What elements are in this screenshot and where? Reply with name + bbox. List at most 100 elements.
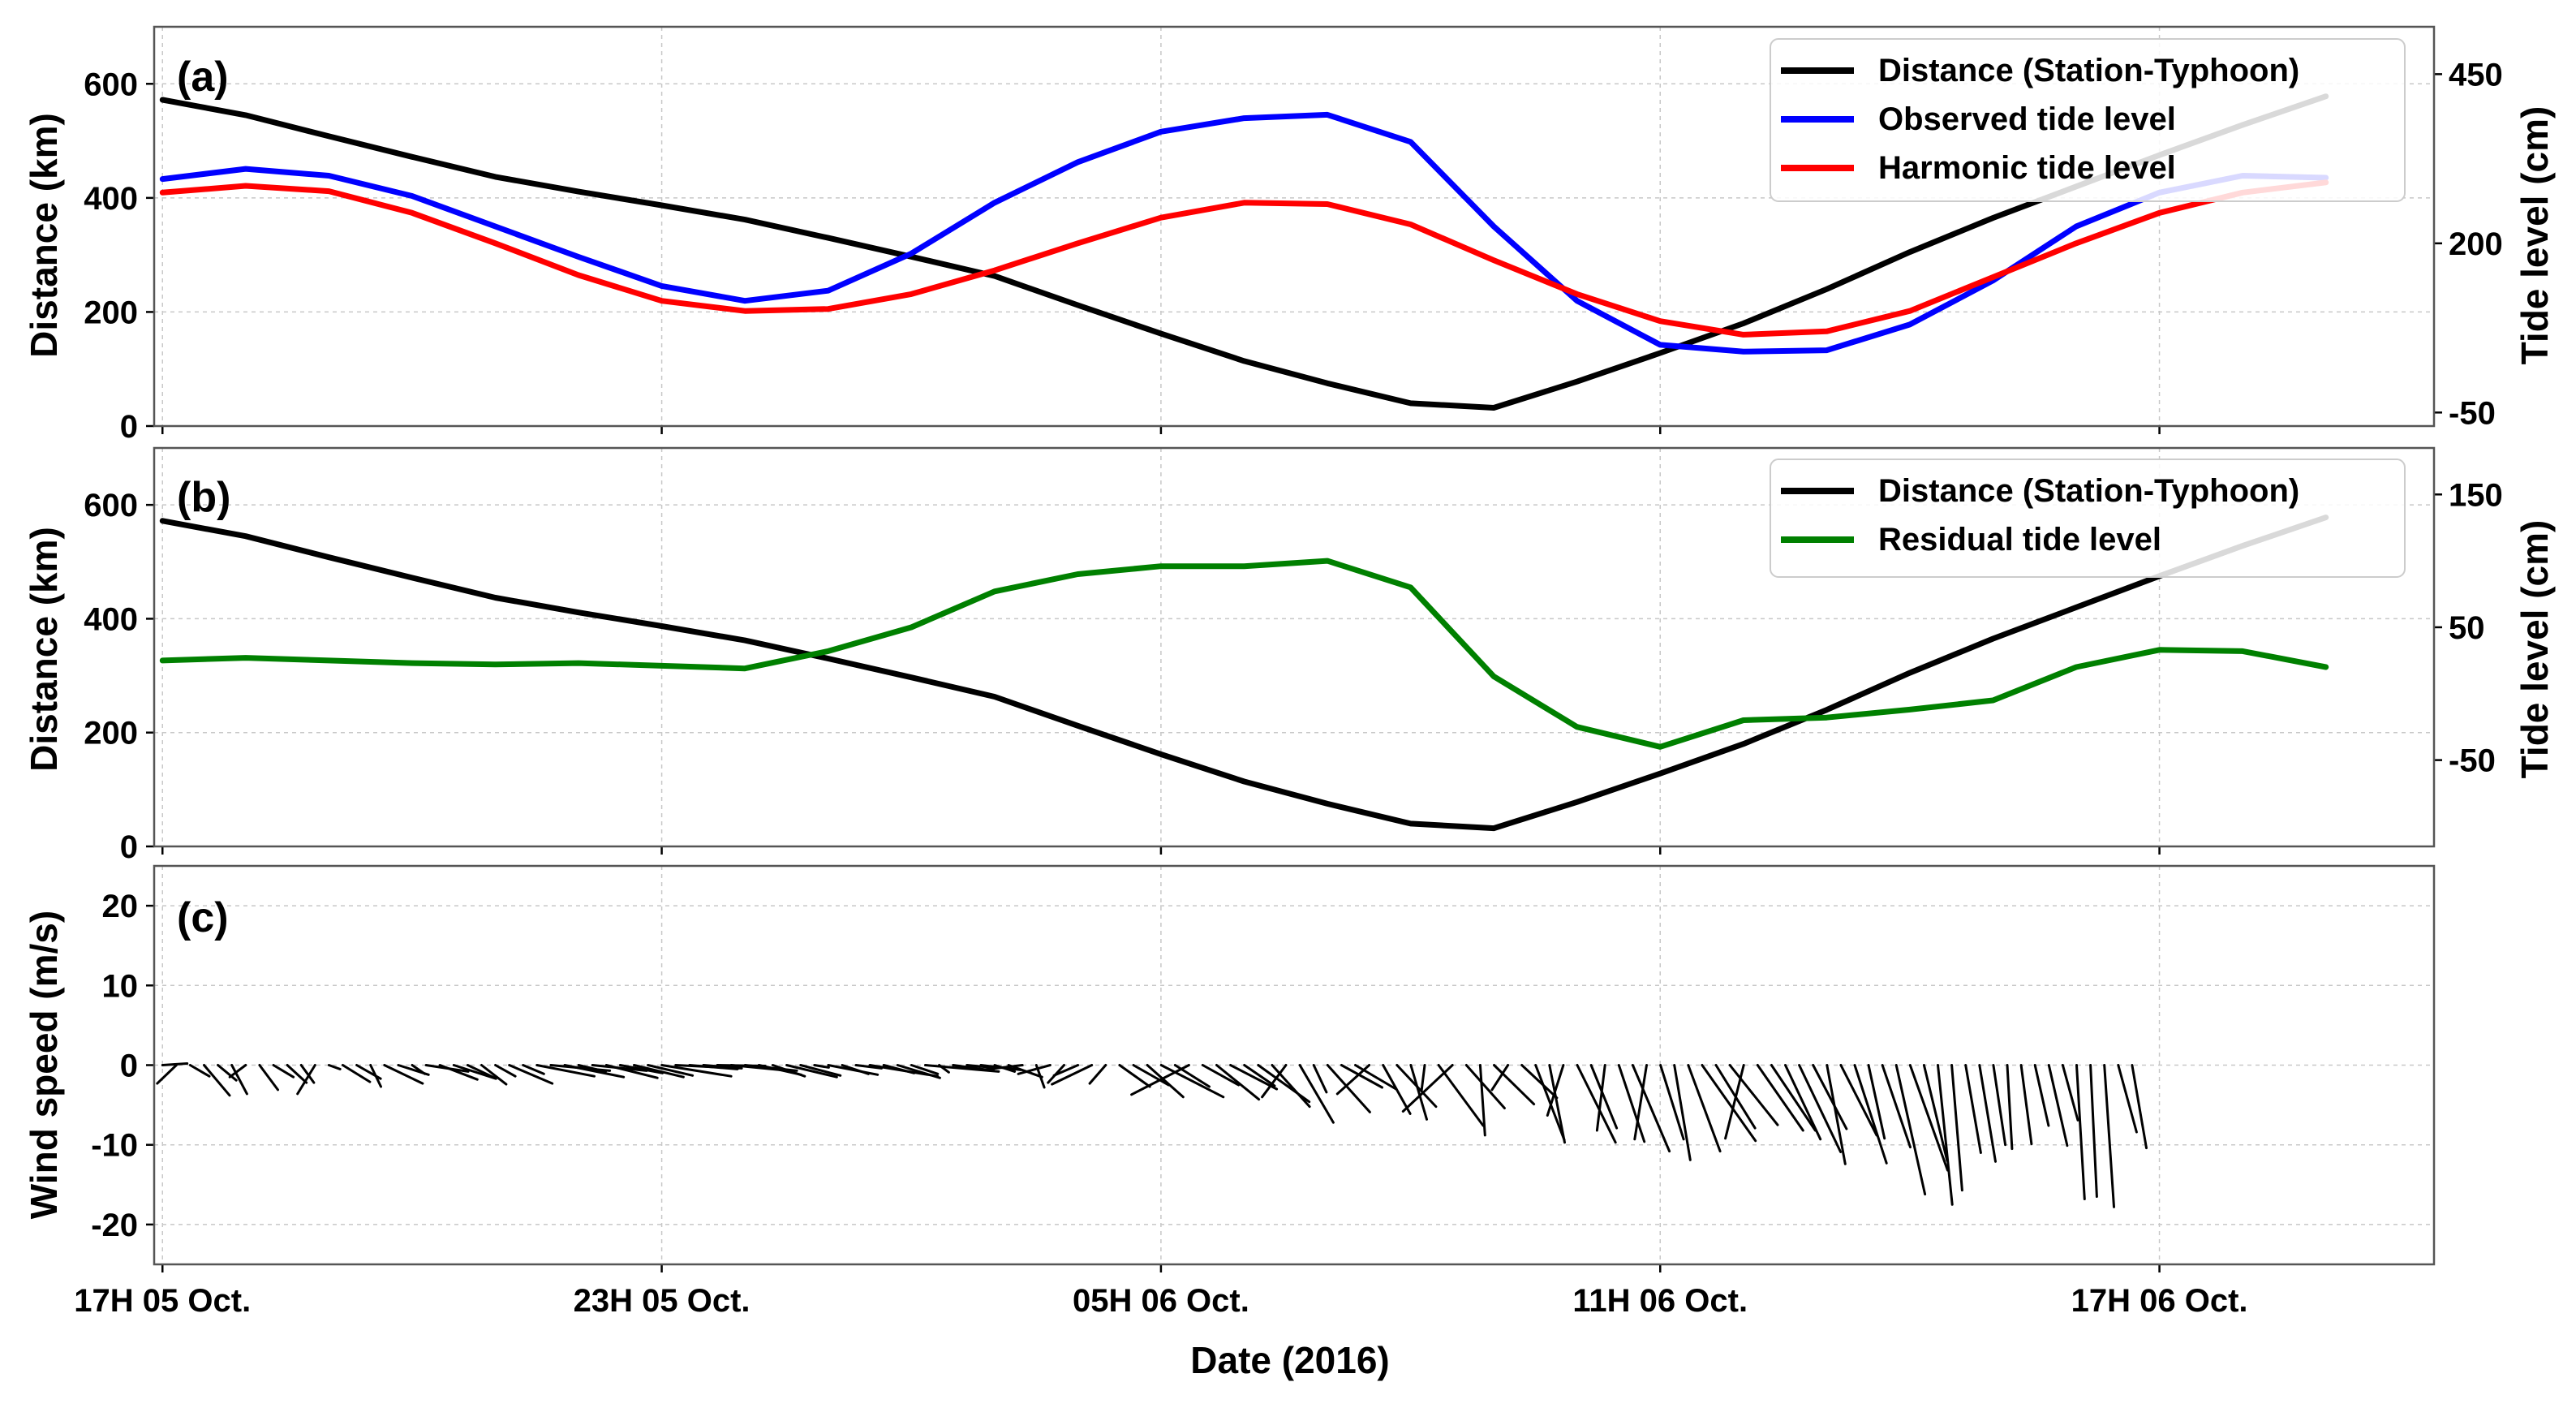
y-tick-label: 600 xyxy=(84,67,138,102)
wind-stick xyxy=(1894,1064,1927,1196)
panel-c-wind-sticks: 17H 05 Oct. 23H 05 Oct. 05H 06 Oct. 11H 06 … xyxy=(23,864,2436,1319)
wind-stick xyxy=(411,1064,427,1075)
wind-stick xyxy=(1687,1064,1722,1153)
y2-tick-label: 200 xyxy=(2449,226,2503,262)
wind-stick xyxy=(1576,1064,1617,1144)
wind-stick xyxy=(494,1064,517,1078)
wind-stick xyxy=(813,1064,830,1069)
y-tick-label: 400 xyxy=(84,601,138,637)
y-tick-label: 200 xyxy=(84,295,138,330)
wind-stick xyxy=(2061,1064,2079,1122)
wind-stick xyxy=(882,1064,916,1074)
wind-stick xyxy=(272,1064,295,1079)
wind-stick xyxy=(1146,1064,1185,1099)
wind-stick xyxy=(1520,1064,1559,1100)
panel-c-label: (c) xyxy=(177,894,229,941)
wind-stick xyxy=(1326,1064,1371,1113)
wind-stick xyxy=(1132,1064,1170,1087)
y2-tick-label: -50 xyxy=(2449,743,2496,779)
wind-stick xyxy=(383,1064,424,1085)
wind-stick xyxy=(1812,1064,1848,1130)
wind-stick xyxy=(1631,1064,1671,1153)
wind-stick xyxy=(466,1064,497,1079)
legend-distance-b-label: Distance (Station-Typhoon) xyxy=(1878,473,2299,509)
wind-stick xyxy=(1401,1064,1454,1113)
wind-stick xyxy=(1770,1064,1817,1132)
wind-stick xyxy=(1546,1064,1565,1117)
y2-tick-label: -50 xyxy=(2449,395,2496,431)
wind-stick xyxy=(286,1064,308,1084)
wind-stick xyxy=(910,1064,940,1075)
wind-stick xyxy=(1382,1064,1412,1115)
wind-stick xyxy=(1922,1064,1949,1162)
wind-stick xyxy=(1701,1064,1757,1143)
wind-stick xyxy=(1052,1064,1080,1077)
wind-stick xyxy=(299,1064,316,1084)
wind-stick xyxy=(1964,1064,1982,1154)
panel-a-tide-and-distance: 0 200 400 600 -50 200 450 (a) Distance (km) Ti… xyxy=(23,25,2556,445)
wind-stick xyxy=(1826,1064,1847,1165)
panel-b-right-axis-label: Tide level (cm) xyxy=(2514,520,2556,779)
wind-stick xyxy=(1867,1064,1886,1140)
wind-stick xyxy=(1724,1064,1745,1140)
wind-stick xyxy=(785,1064,838,1079)
wind-stick xyxy=(203,1064,231,1097)
legend-observed-label: Observed tide level xyxy=(1878,101,2176,137)
wind-stick xyxy=(1798,1064,1843,1153)
wind-stick xyxy=(188,1064,211,1078)
wind-stick xyxy=(1159,1064,1225,1099)
legend-harmonic-label: Harmonic tide level xyxy=(1878,150,2176,186)
wind-stick xyxy=(1908,1064,1949,1172)
wind-stick xyxy=(228,1064,247,1079)
x-tick-label: 05H 06 Oct. xyxy=(1073,1283,1249,1319)
wind-stick xyxy=(1354,1064,1398,1091)
wind-stick xyxy=(1589,1064,1619,1130)
wind-stick xyxy=(161,1062,189,1066)
wind-stick xyxy=(1493,1064,1536,1106)
wind-stick xyxy=(327,1064,342,1070)
wind-stick xyxy=(1633,1064,1648,1141)
wind-stick xyxy=(156,1064,178,1085)
wind-stick xyxy=(2131,1064,2148,1150)
wind-stick xyxy=(1950,1064,1963,1192)
legend-residual-label: Residual tide level xyxy=(1878,522,2161,558)
y-tick-label: 20 xyxy=(102,889,139,924)
y2-tick-label: 150 xyxy=(2449,477,2503,513)
wind-stick xyxy=(1130,1064,1190,1096)
wind-stick xyxy=(1261,1064,1288,1099)
wind-stick xyxy=(799,1064,842,1077)
panel-b-residual-and-distance: 0 200 400 600 -50 50 150 (b) Distance (km) Tid… xyxy=(23,446,2556,865)
wind-stick xyxy=(1420,1064,1426,1092)
wind-stick xyxy=(480,1064,508,1086)
wind-stick xyxy=(1243,1064,1276,1087)
wind-stick xyxy=(296,1064,316,1096)
y-tick-label: 0 xyxy=(120,829,138,865)
wind-stick xyxy=(854,1064,883,1070)
panel-0-frame xyxy=(153,25,2436,428)
wind-stick xyxy=(1478,1064,1486,1137)
y-tick-label: -20 xyxy=(91,1208,138,1243)
wind-stick xyxy=(2117,1064,2138,1134)
wind-stick xyxy=(702,1064,743,1070)
legend-distance-label: Distance (Station-Typhoon) xyxy=(1878,53,2299,88)
wind-stick xyxy=(896,1064,941,1079)
wind-stick xyxy=(1464,1064,1506,1109)
wind-stick xyxy=(2047,1064,2069,1147)
wind-stick xyxy=(1978,1064,1997,1163)
wind-stick xyxy=(1312,1064,1328,1094)
wind-stick xyxy=(1839,1064,1878,1137)
wind-stick xyxy=(1118,1064,1151,1088)
wind-stick xyxy=(2019,1064,2033,1146)
wind-stick xyxy=(1548,1064,1566,1144)
series-line-distance-station-typhoon xyxy=(159,93,2329,411)
wind-stick xyxy=(1756,1064,1804,1132)
wind-stick xyxy=(1992,1064,2007,1147)
wind-stick xyxy=(1229,1064,1279,1091)
x-tick-label: 11H 06 Oct. xyxy=(1572,1283,1748,1319)
x-axis-label: Date (2016) xyxy=(1190,1339,1389,1381)
wind-stick xyxy=(660,1064,733,1078)
wind-stick xyxy=(2006,1064,2014,1151)
wind-stick xyxy=(1215,1064,1261,1101)
y-tick-label: 0 xyxy=(120,409,138,445)
panel-b-y-axis-label: Distance (km) xyxy=(23,527,65,772)
